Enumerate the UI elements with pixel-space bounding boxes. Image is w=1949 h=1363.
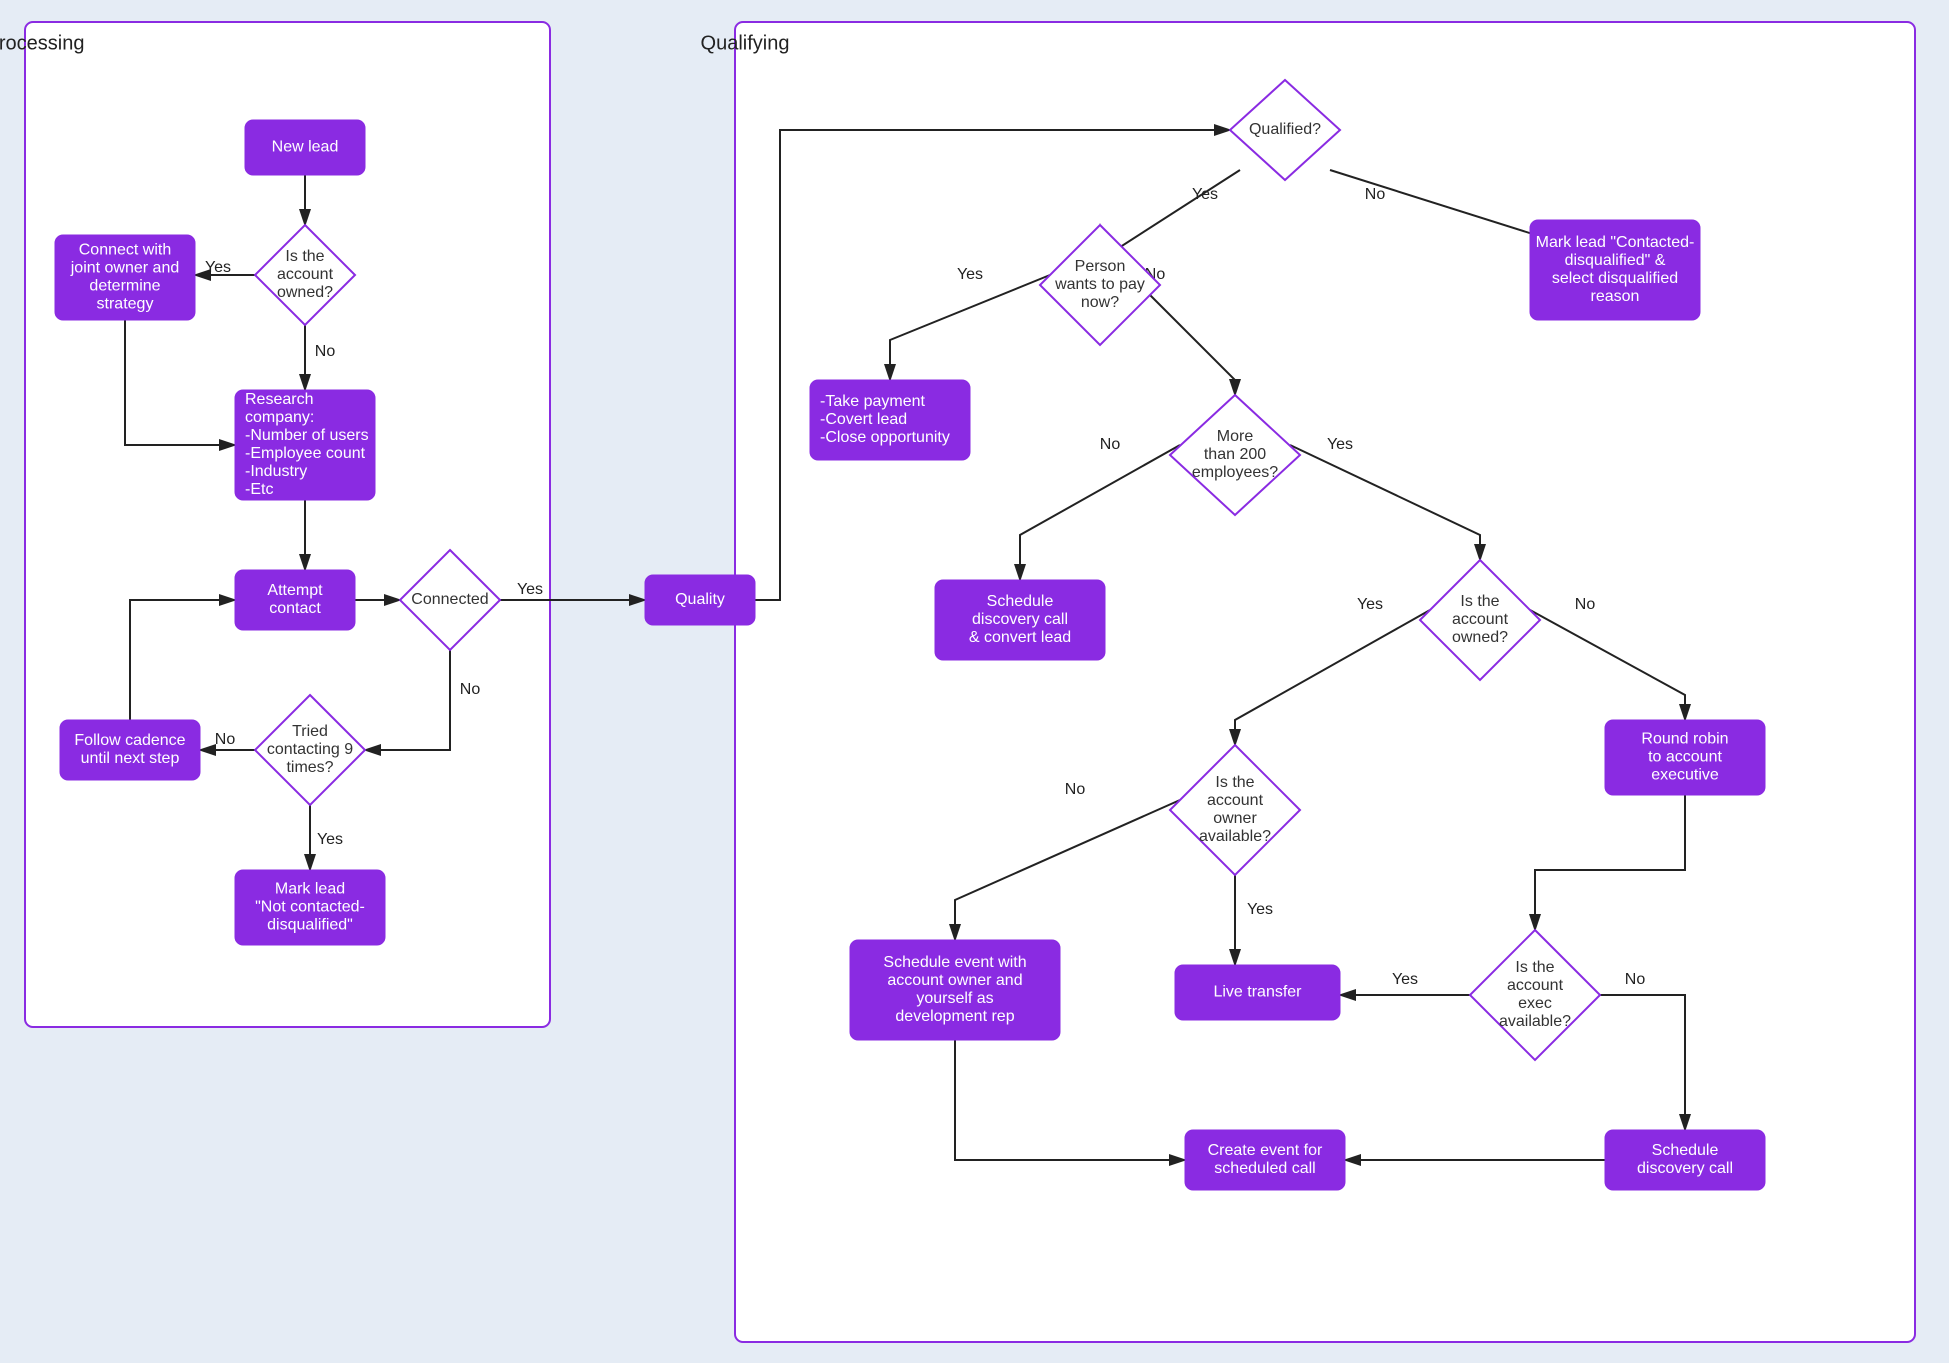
edge-label-connected-tried9: No (460, 681, 481, 698)
edge-label-owner_avail-schedule_event_owner: No (1065, 781, 1086, 798)
edge-label-tried9-mark_not_contacted: Yes (317, 831, 343, 848)
node-text-connected: Connected (411, 591, 488, 608)
node-text-quality: Quality (675, 591, 725, 608)
edge-label-owner_avail-live_transfer: Yes (1247, 901, 1273, 918)
node-text-create_event: Create event forscheduled call (1208, 1142, 1323, 1177)
flowchart-canvas: Processing Qualifying Yes No Yes No No Yes Yes N… (0, 0, 1949, 1363)
edge-label-connected-quality: Yes (517, 581, 543, 598)
edge-label-employees200-schedule_discovery_convert: No (1100, 436, 1121, 453)
node-text-round_robin: Round robinto accountexecutive (1641, 731, 1728, 784)
edge-label-pay_now-take_payment: Yes (957, 266, 983, 283)
edge-label-qualified-pay_now: Yes (1192, 186, 1218, 203)
edge-label-owned2-owner_avail: Yes (1357, 596, 1383, 613)
node-text-attempt: Attemptcontact (267, 582, 323, 617)
node-text-follow_cadence: Follow cadenceuntil next step (74, 732, 185, 767)
node-text-new_lead: New lead (272, 139, 339, 156)
edge-label-exec_avail-schedule_discovery: No (1625, 971, 1646, 988)
edge-label-tried9-follow_cadence: No (215, 731, 236, 748)
node-text-qualified: Qualified? (1249, 121, 1321, 138)
edge-label-employees200-owned2: Yes (1327, 436, 1353, 453)
edge-label-qualified-disqualified: No (1365, 186, 1386, 203)
edge-label-owned1-research: No (315, 343, 336, 360)
panel-title-qualifying: Qualifying (701, 32, 790, 54)
edge-label-owned2-round_robin: No (1575, 596, 1596, 613)
edge-label-owned1-joint_owner: Yes (205, 259, 231, 276)
node-text-live_transfer: Live transfer (1213, 984, 1302, 1001)
panel-title-processing: Processing (0, 32, 84, 54)
edge-label-exec_avail-live_transfer: Yes (1392, 971, 1418, 988)
